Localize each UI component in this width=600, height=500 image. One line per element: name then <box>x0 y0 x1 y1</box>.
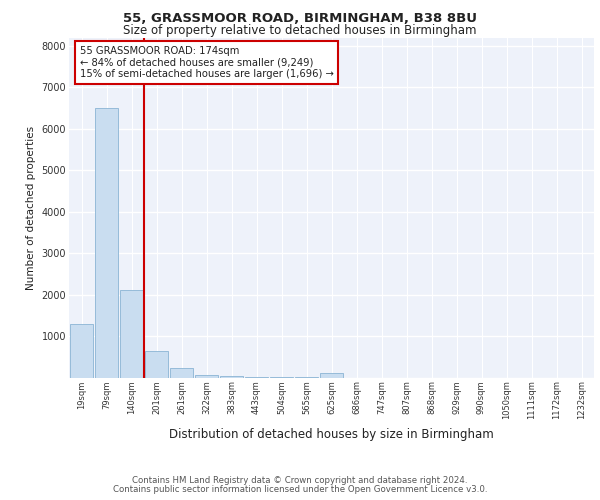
Text: 55, GRASSMOOR ROAD, BIRMINGHAM, B38 8BU: 55, GRASSMOOR ROAD, BIRMINGHAM, B38 8BU <box>123 12 477 26</box>
Bar <box>220 376 244 378</box>
Bar <box>194 374 218 378</box>
Bar <box>245 377 268 378</box>
Bar <box>170 368 193 378</box>
Text: 55 GRASSMOOR ROAD: 174sqm
← 84% of detached houses are smaller (9,249)
15% of se: 55 GRASSMOOR ROAD: 174sqm ← 84% of detac… <box>79 46 334 79</box>
Bar <box>145 350 169 378</box>
Text: Size of property relative to detached houses in Birmingham: Size of property relative to detached ho… <box>123 24 477 37</box>
Bar <box>119 290 143 378</box>
Text: Contains public sector information licensed under the Open Government Licence v3: Contains public sector information licen… <box>113 485 487 494</box>
X-axis label: Distribution of detached houses by size in Birmingham: Distribution of detached houses by size … <box>169 428 494 440</box>
Bar <box>95 108 118 378</box>
Bar <box>320 374 343 378</box>
Y-axis label: Number of detached properties: Number of detached properties <box>26 126 36 290</box>
Bar <box>70 324 94 378</box>
Text: Contains HM Land Registry data © Crown copyright and database right 2024.: Contains HM Land Registry data © Crown c… <box>132 476 468 485</box>
